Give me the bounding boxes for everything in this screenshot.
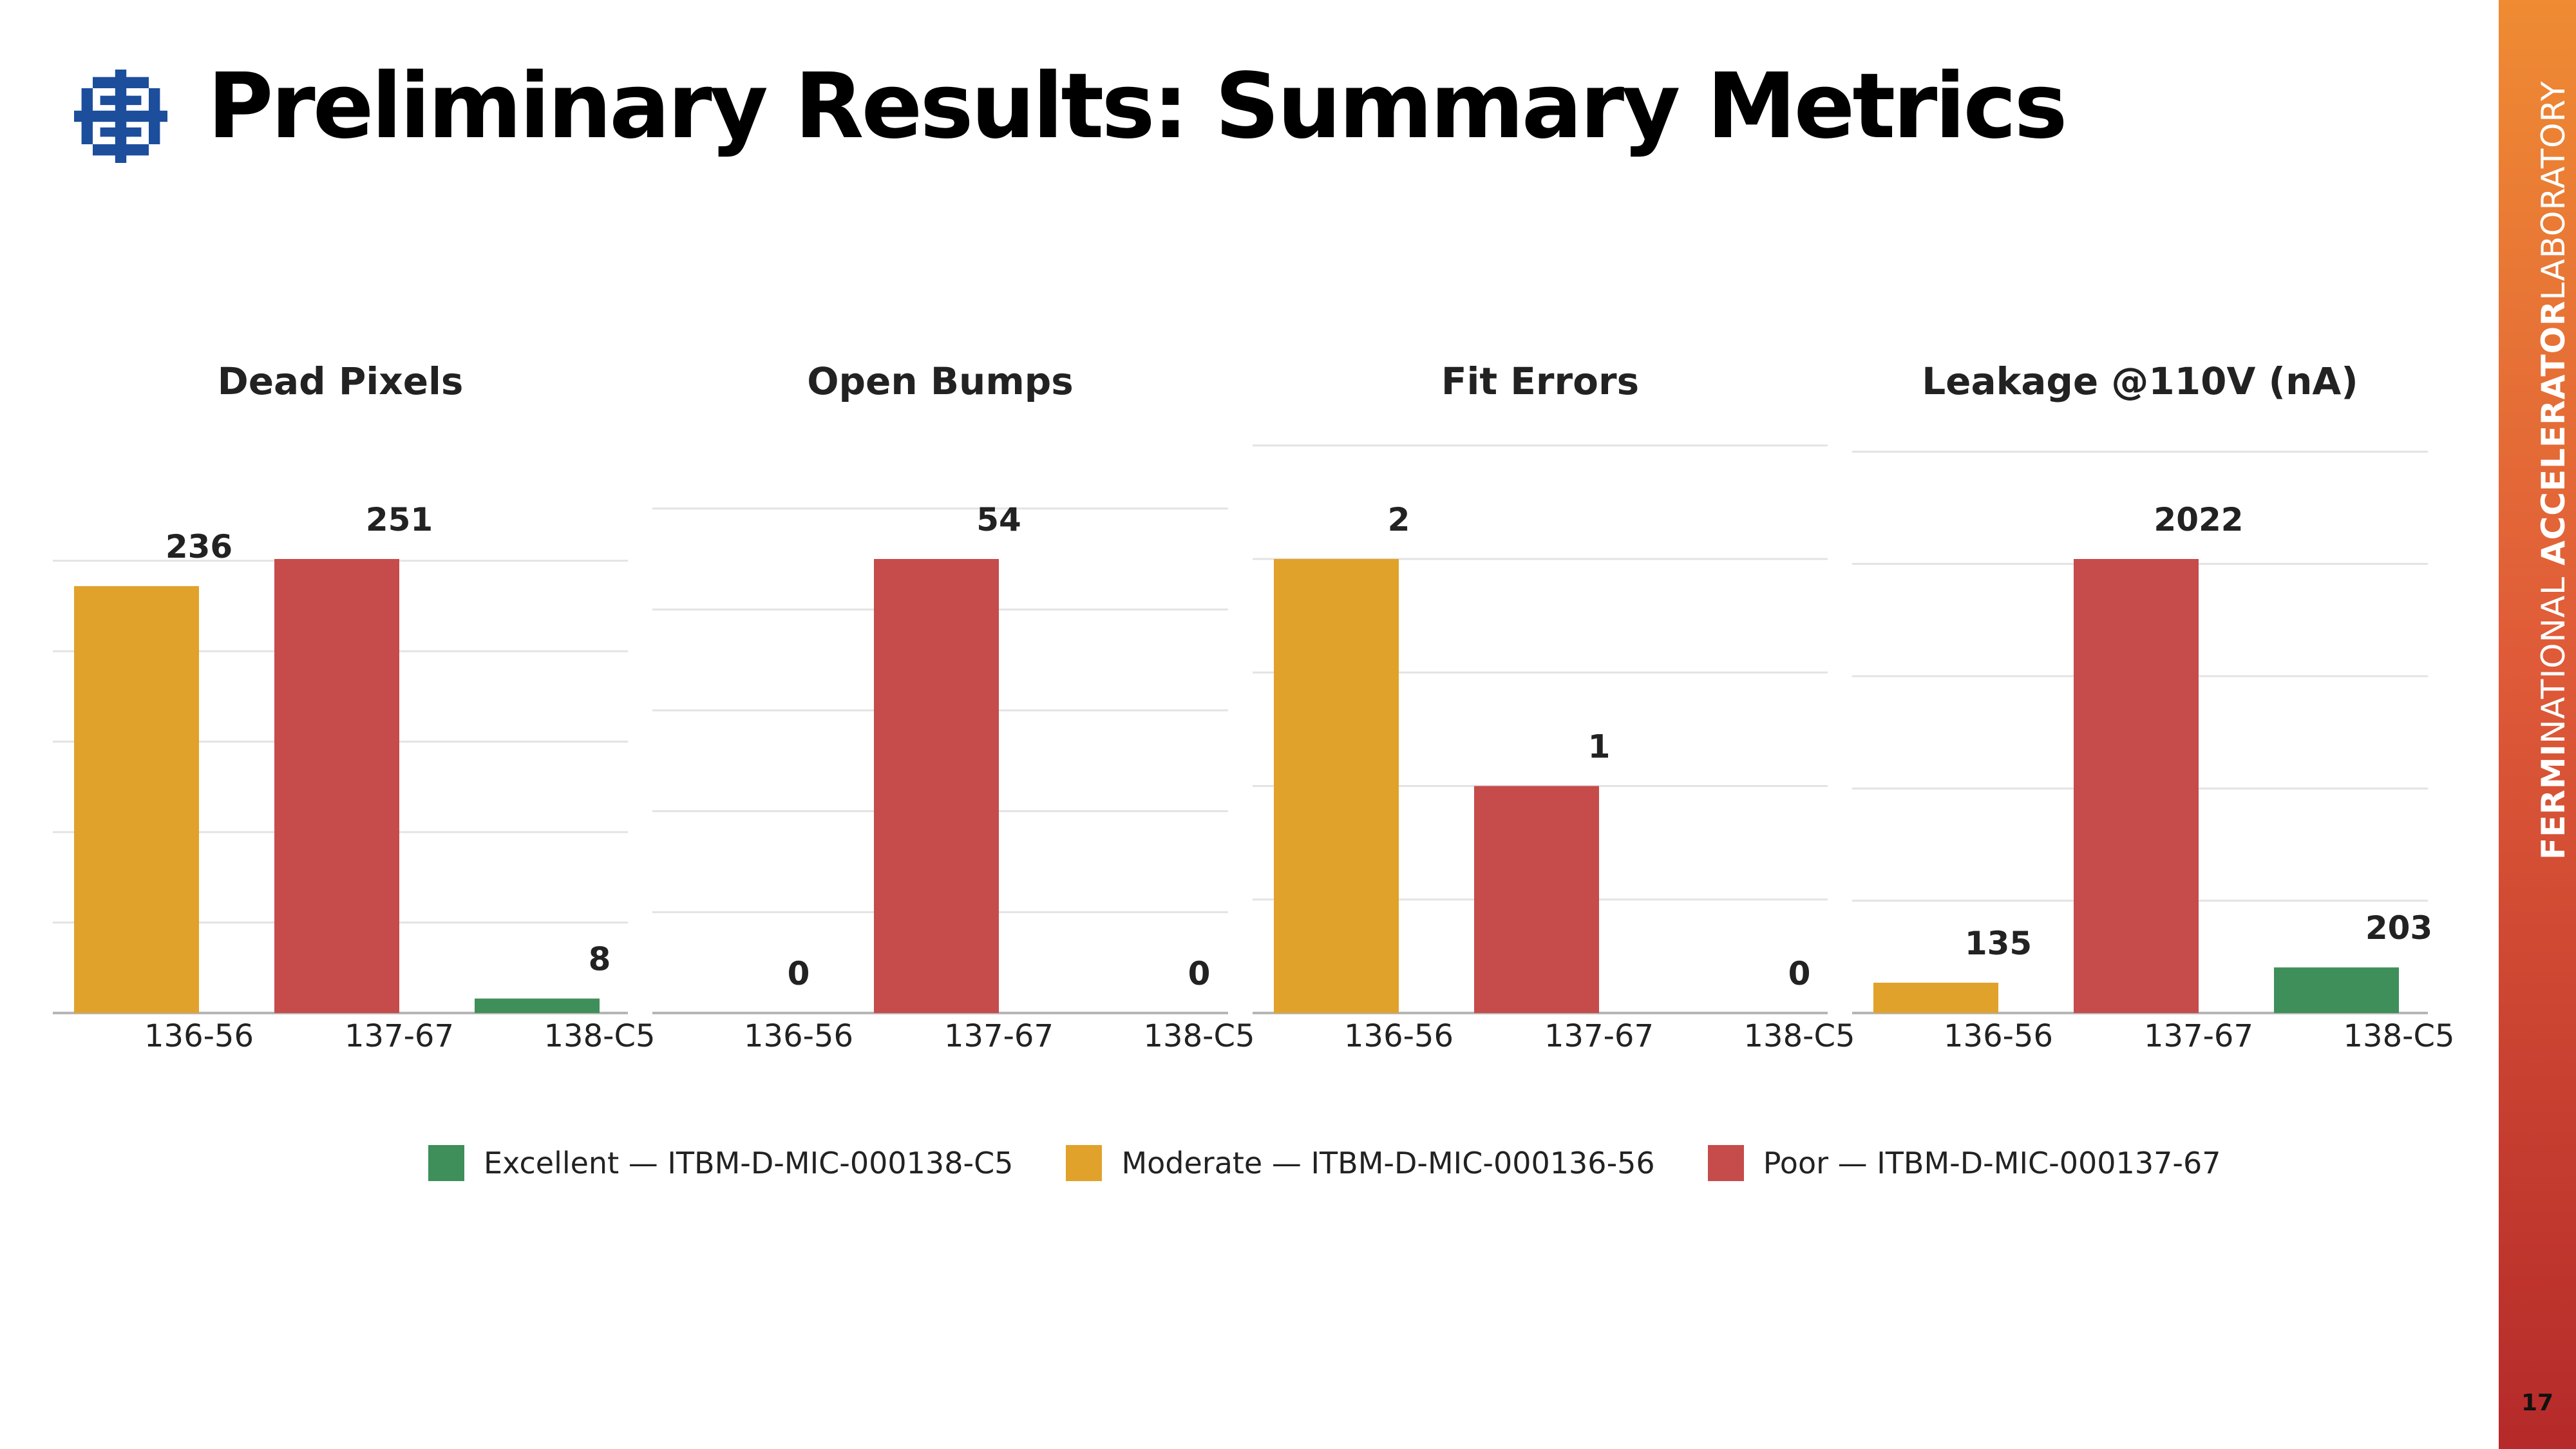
x-tick-label: 136-56	[744, 1018, 853, 1054]
x-tick-label: 136-56	[1944, 1018, 2053, 1054]
x-tick-label: 136-56	[144, 1018, 254, 1054]
brand-sidebar-text: FERMINATIONAL ACCELERATORLABORATORY	[2535, 80, 2572, 860]
chart-title: Fit Errors	[1441, 359, 1639, 403]
legend-label-moderate: Moderate — ITBM-D-MIC-000136-56	[1121, 1146, 1655, 1180]
brand-laboratory: LABORATORY	[2535, 80, 2572, 301]
legend-item-poor: Poor — ITBM-D-MIC-000137-67	[1707, 1145, 2221, 1181]
charts-canvas: Dead Pixels 236 136-56 251 137-67 8 138-C5 Open…	[53, 359, 2455, 1054]
chart-title: Leakage @110V (nA)	[1922, 359, 2358, 403]
legend-label-excellent: Excellent — ITBM-D-MIC-000138-C5	[484, 1146, 1014, 1180]
chart-title: Dead Pixels	[218, 359, 464, 403]
legend-swatch-moderate	[1066, 1145, 1103, 1181]
bar	[1474, 786, 1599, 1013]
data-label: 2022	[2154, 501, 2243, 538]
legend-item-excellent: Excellent — ITBM-D-MIC-000138-C5	[428, 1145, 1013, 1181]
data-label: 1	[1588, 728, 1611, 766]
x-tick-label: 137-67	[2144, 1018, 2253, 1054]
data-label: 251	[366, 501, 433, 538]
x-tick-label: 138-C5	[2344, 1018, 2455, 1054]
x-tick-label: 137-67	[1544, 1018, 1654, 1054]
bar	[2274, 967, 2399, 1013]
bar	[2074, 559, 2199, 1013]
brand-accelerator: ACCELERATOR	[2535, 300, 2572, 566]
bar	[874, 559, 999, 1013]
bar	[475, 998, 600, 1013]
x-tick-label: 138-C5	[544, 1018, 656, 1054]
page-number: 17	[2521, 1390, 2554, 1416]
brand-fermi: FERMI	[2535, 743, 2572, 860]
data-label: 203	[2365, 909, 2432, 947]
data-label: 236	[166, 528, 232, 565]
data-label: 0	[788, 955, 810, 992]
fermilab-logo-icon	[74, 70, 167, 163]
data-label: 54	[976, 501, 1021, 538]
legend-item-moderate: Moderate — ITBM-D-MIC-000136-56	[1066, 1145, 1655, 1181]
bar	[274, 559, 399, 1013]
chart-title: Open Bumps	[807, 359, 1074, 403]
data-label: 0	[1188, 955, 1211, 992]
brand-national: NATIONAL	[2535, 576, 2572, 744]
x-tick-label: 137-67	[944, 1018, 1054, 1054]
legend-swatch-poor	[1707, 1145, 1744, 1181]
x-tick-label: 136-56	[1344, 1018, 1454, 1054]
chart-legend: Excellent — ITBM-D-MIC-000138-C5 Moderat…	[428, 1145, 2273, 1181]
x-tick-label: 137-67	[345, 1018, 454, 1054]
x-tick-label: 138-C5	[1144, 1018, 1255, 1054]
bar	[74, 586, 199, 1013]
x-tick-label: 138-C5	[1744, 1018, 1855, 1054]
legend-label-poor: Poor — ITBM-D-MIC-000137-67	[1763, 1146, 2221, 1180]
brand-sidebar	[2499, 0, 2576, 1449]
data-label: 0	[1788, 955, 1811, 992]
bar	[1274, 559, 1399, 1013]
page-title: Preliminary Results: Summary Metrics	[207, 54, 2068, 159]
legend-swatch-excellent	[428, 1145, 464, 1181]
data-label: 135	[1965, 925, 2032, 962]
data-label: 8	[589, 941, 611, 978]
bar	[1873, 982, 1998, 1013]
data-label: 2	[1388, 501, 1410, 538]
